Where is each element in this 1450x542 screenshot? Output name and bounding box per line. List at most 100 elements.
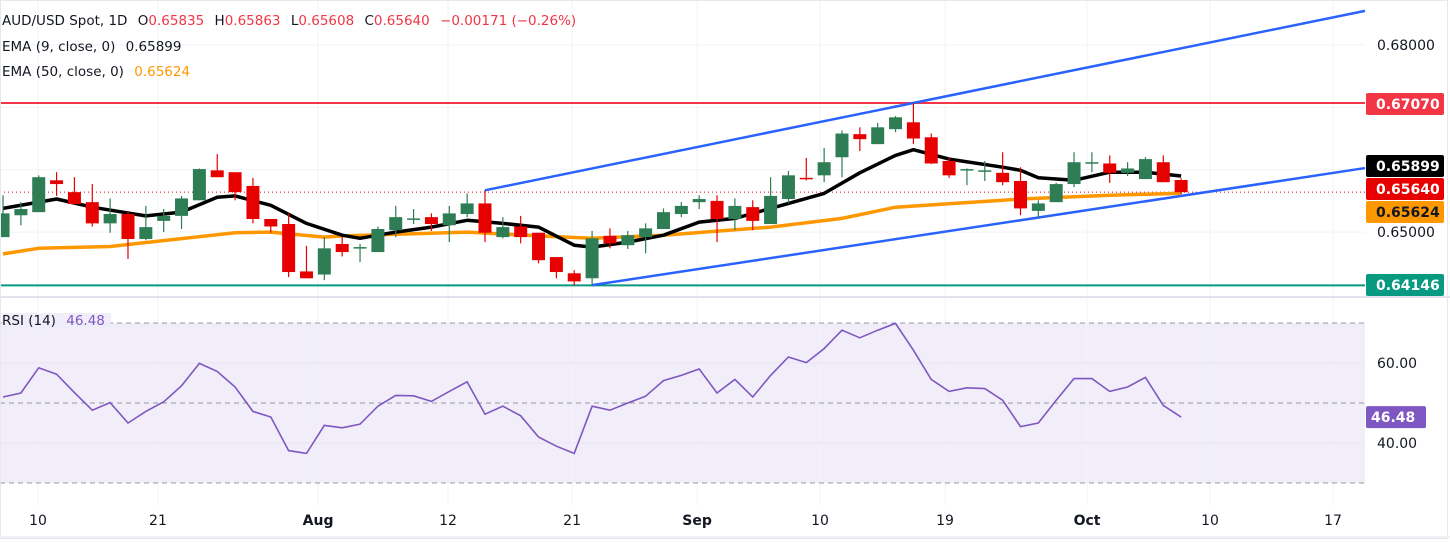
ema9-legend[interactable]: EMA (9, close, 0) 0.65899 [2, 39, 187, 55]
candle-up[interactable] [1121, 168, 1135, 173]
x-tick-label: 21 [563, 513, 581, 529]
candle-down[interactable] [210, 170, 224, 178]
resistance-badge-label: 0.67070 [1376, 97, 1440, 113]
candle-up[interactable] [674, 205, 688, 215]
candle-up[interactable] [175, 198, 189, 216]
candle-up[interactable] [192, 169, 206, 201]
ema9-badge [1366, 155, 1444, 177]
candle-up[interactable] [460, 203, 474, 215]
ema50-value: 0.65624 [134, 64, 191, 80]
candle-down[interactable] [85, 202, 99, 224]
candle-up[interactable] [389, 217, 403, 231]
candle-down[interactable] [67, 192, 81, 205]
ema50-legend[interactable]: EMA (50, close, 0) 0.65624 [2, 64, 196, 80]
candle-down[interactable] [746, 207, 760, 221]
candle-up[interactable] [103, 214, 117, 224]
candle-up[interactable] [1067, 162, 1081, 185]
rsi-value: 46.48 [66, 313, 105, 329]
candle-down[interactable] [1174, 180, 1188, 193]
candle-up[interactable] [585, 238, 599, 279]
candle-down[interactable] [853, 134, 867, 140]
candle-down[interactable] [514, 226, 528, 238]
candle-up[interactable] [1138, 159, 1152, 180]
candle-down[interactable] [264, 219, 278, 227]
x-tick-label: Aug [303, 513, 334, 529]
candle-up[interactable] [728, 205, 742, 220]
x-tick-label: 10 [29, 513, 47, 529]
candle-up[interactable] [1049, 184, 1063, 203]
candle-up[interactable] [371, 228, 385, 253]
candle-down[interactable] [424, 217, 438, 224]
candle-down[interactable] [1103, 163, 1117, 173]
last-price-badge [1366, 178, 1444, 200]
rsi-label: RSI (14) [2, 313, 56, 329]
x-tick-label: 12 [439, 513, 457, 529]
candle-up[interactable] [817, 162, 831, 176]
rsi-badge [1366, 406, 1426, 429]
candle-up[interactable] [764, 195, 778, 224]
rsi-legend[interactable]: RSI (14) 46.48 [2, 313, 111, 329]
support-badge [1366, 274, 1444, 296]
candle-down[interactable] [478, 203, 492, 233]
candle-up[interactable] [978, 170, 992, 172]
resistance-badge [1366, 93, 1444, 115]
change-value: −0.00171 (−0.26%) [440, 13, 577, 29]
candle-up[interactable] [0, 213, 10, 238]
candle-up[interactable] [656, 212, 670, 229]
rsi-band [0, 323, 1365, 483]
candle-up[interactable] [32, 177, 46, 213]
candle-down[interactable] [228, 172, 242, 193]
candle-up[interactable] [496, 227, 510, 238]
candle-up[interactable] [442, 213, 456, 226]
x-tick-label: 19 [936, 513, 954, 529]
candle-down[interactable] [799, 177, 813, 180]
candle-down[interactable] [121, 214, 135, 239]
candle-up[interactable] [692, 199, 706, 203]
candle-up[interactable] [835, 133, 849, 158]
candle-down[interactable] [942, 160, 956, 176]
candle-down[interactable] [1156, 162, 1170, 183]
ohlc-open: O0.65835 [138, 13, 204, 29]
candle-down[interactable] [603, 235, 617, 244]
candle-down[interactable] [1013, 180, 1027, 209]
candle-down[interactable] [567, 273, 581, 282]
candle-up[interactable] [407, 218, 421, 220]
ohlc-high: H0.65863 [215, 13, 281, 29]
candle-up[interactable] [1031, 203, 1045, 211]
candle-down[interactable] [246, 185, 260, 220]
candle-up[interactable] [139, 227, 153, 239]
candle-up[interactable] [960, 169, 974, 171]
candle-up[interactable] [14, 209, 28, 216]
channel-lower-line[interactable] [591, 166, 1366, 287]
candle-down[interactable] [335, 243, 349, 253]
candle-down[interactable] [924, 137, 938, 164]
open-value: 0.65835 [148, 13, 205, 29]
candle-down[interactable] [299, 271, 313, 279]
candle-up[interactable] [871, 127, 885, 145]
candle-up[interactable] [639, 228, 653, 238]
candle-down[interactable] [532, 232, 546, 261]
candle-up[interactable] [781, 175, 795, 200]
ema9-badge-label: 0.65899 [1376, 159, 1440, 175]
candle-down[interactable] [996, 172, 1010, 183]
candle-up[interactable] [317, 248, 331, 275]
candle-down[interactable] [906, 122, 920, 139]
candle-down[interactable] [549, 257, 563, 273]
channel-upper-line[interactable] [484, 9, 1366, 192]
candle-up[interactable] [353, 247, 367, 249]
rsi-tick-label: 60.00 [1377, 356, 1417, 372]
ema50-line[interactable] [2, 191, 1182, 256]
candle-down[interactable] [710, 200, 724, 220]
candle-up[interactable] [157, 215, 171, 221]
candle-down[interactable] [282, 223, 296, 273]
candle-up[interactable] [1085, 162, 1099, 164]
rsi-line[interactable] [2, 322, 1182, 455]
ohlc-low: L0.65608 [291, 13, 354, 29]
high-label: H [214, 13, 225, 29]
candle-up[interactable] [621, 235, 635, 246]
ema9-label: EMA (9, close, 0) [2, 39, 116, 55]
price-tick-label: 0.68000 [1377, 38, 1435, 54]
candle-up[interactable] [889, 117, 903, 130]
candle-down[interactable] [50, 180, 64, 185]
